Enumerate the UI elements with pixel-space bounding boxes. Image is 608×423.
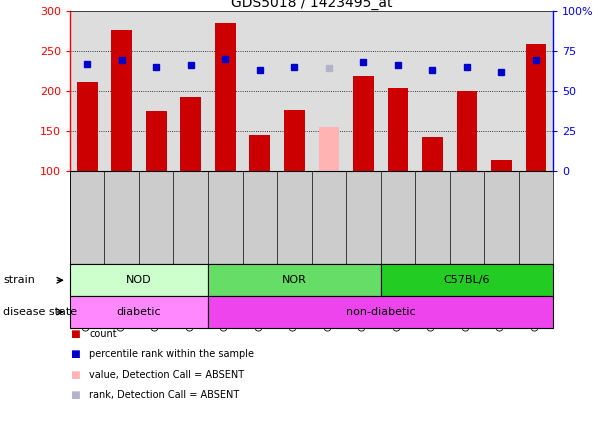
Bar (284, 110, 305, 171)
Text: value, Detection Call = ABSENT: value, Detection Call = ABSENT (89, 370, 244, 380)
Bar (70, 264, 208, 296)
Bar (249, 135, 270, 171)
Bar (422, 137, 443, 171)
Text: percentile rank within the sample: percentile rank within the sample (89, 349, 254, 360)
Bar (208, 264, 381, 296)
Bar (111, 30, 132, 171)
Text: rank, Detection Call = ABSENT: rank, Detection Call = ABSENT (89, 390, 240, 400)
Bar (70, 296, 208, 328)
Text: ■: ■ (70, 349, 80, 360)
Text: C57BL/6: C57BL/6 (444, 275, 490, 285)
Text: ■: ■ (70, 329, 80, 339)
Bar (381, 264, 553, 296)
Text: NOR: NOR (282, 275, 307, 285)
Bar (457, 91, 477, 171)
Text: strain: strain (3, 275, 35, 285)
Bar (215, 23, 236, 171)
Bar (491, 160, 512, 171)
Bar (181, 97, 201, 171)
Text: count: count (89, 329, 117, 339)
Bar (77, 82, 97, 171)
Bar (319, 127, 339, 171)
Bar (526, 44, 547, 171)
Text: ■: ■ (70, 390, 80, 400)
Text: non-diabetic: non-diabetic (346, 307, 415, 317)
Bar (208, 296, 553, 328)
Title: GDS5018 / 1423495_at: GDS5018 / 1423495_at (231, 0, 392, 10)
Bar (146, 111, 167, 171)
Text: disease state: disease state (3, 307, 77, 317)
Bar (353, 76, 374, 171)
Text: NOD: NOD (126, 275, 152, 285)
Text: diabetic: diabetic (117, 307, 161, 317)
Text: ■: ■ (70, 370, 80, 380)
Bar (387, 88, 408, 171)
